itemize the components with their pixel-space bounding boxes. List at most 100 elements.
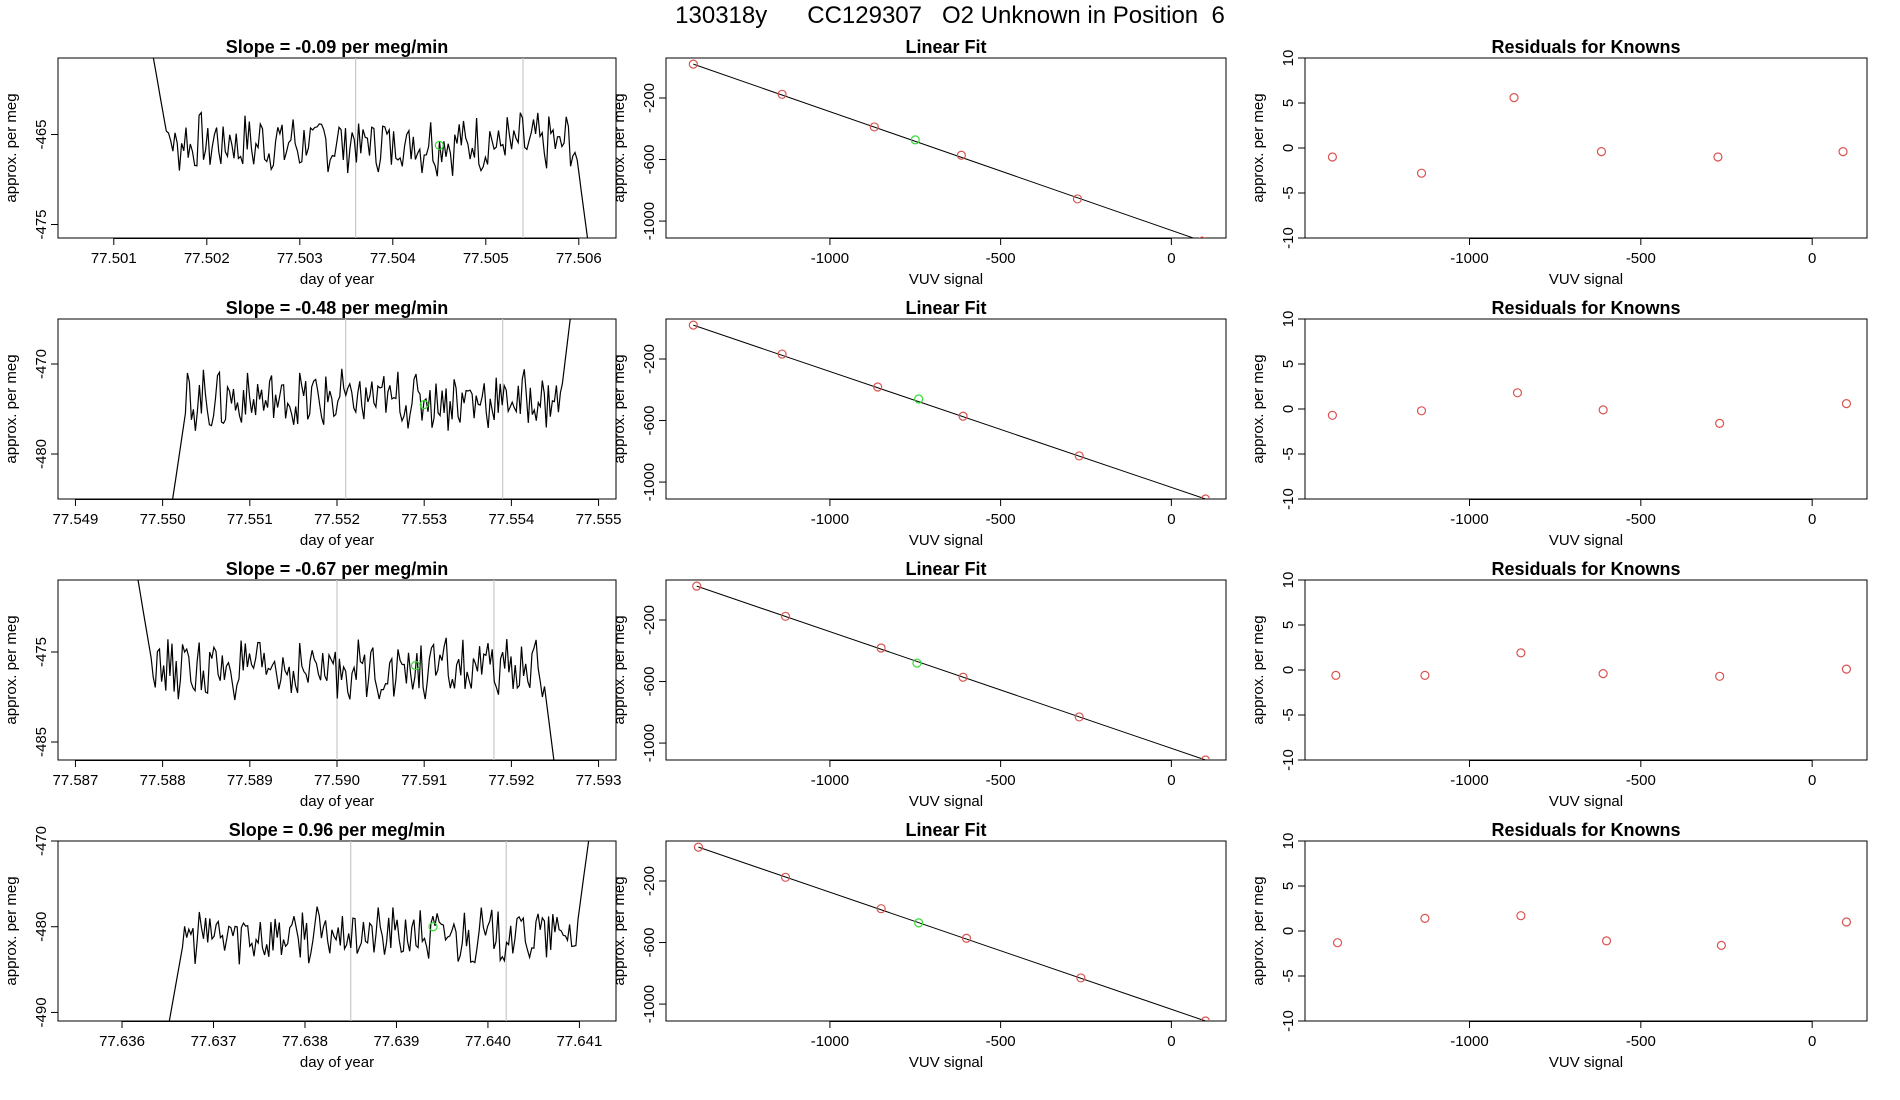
x-tick-label: 0	[1808, 511, 1816, 528]
y-axis-label: approx. per meg	[1250, 615, 1267, 724]
plot-area	[688, 320, 1211, 499]
x-axis-label: day of year	[300, 271, 374, 288]
panel-r2-c3: Residuals for Knowns VUV signal approx. pe…	[1250, 298, 1868, 549]
x-tick-label: -1000	[1450, 1033, 1488, 1050]
known-point	[958, 411, 968, 421]
x-axis-label: VUV signal	[909, 793, 983, 810]
y-tick-label: -1000	[641, 202, 658, 240]
plot-area	[172, 319, 571, 499]
y-tick-label: -5	[1280, 708, 1297, 721]
panel-title: Slope = -0.48 per meg/min	[226, 298, 449, 318]
x-tick-label: 77.638	[282, 1033, 328, 1050]
y-tick-label: -600	[641, 928, 658, 958]
plot-area	[137, 580, 555, 760]
signal-trace	[137, 580, 555, 760]
y-tick-label: -5	[1280, 186, 1297, 199]
known-point	[1198, 236, 1206, 238]
x-tick-label: -500	[986, 772, 1016, 789]
x-axis-label: VUV signal	[1549, 793, 1623, 810]
x-tick-label: 77.554	[488, 511, 534, 528]
residual-point	[1509, 92, 1519, 103]
panel-title: Linear Fit	[905, 559, 986, 579]
known-point	[688, 59, 698, 69]
y-tick-label: -470	[33, 826, 50, 856]
residual-point	[1713, 152, 1723, 162]
panel-title: Residuals for Knowns	[1491, 37, 1680, 57]
y-axis-label: approx. per meg	[3, 615, 20, 724]
residual-point	[1416, 168, 1427, 178]
unknown-marker-point	[419, 399, 429, 410]
x-tick-label: 77.639	[374, 1033, 420, 1050]
y-tick-label: -200	[641, 866, 658, 896]
residual-point	[1420, 913, 1430, 924]
y-axis-label: approx. per meg	[3, 876, 20, 985]
x-tick-label: 77.502	[184, 250, 230, 267]
residual-point	[1715, 418, 1725, 428]
x-tick-label: 77.593	[576, 772, 622, 789]
known-point	[956, 150, 966, 160]
x-tick-label: -500	[986, 250, 1016, 267]
x-tick-label: 77.503	[277, 250, 323, 267]
x-tick-label: 0	[1167, 511, 1175, 528]
y-axis-label: approx. per meg	[1250, 354, 1267, 463]
x-tick-label: 77.590	[314, 772, 360, 789]
y-tick-label: -600	[641, 667, 658, 697]
y-tick-label: -10	[1280, 488, 1297, 510]
x-tick-label: 77.636	[99, 1033, 145, 1050]
x-axis-label: day of year	[300, 532, 374, 549]
panel-title: Linear Fit	[905, 37, 986, 57]
y-tick-label: -485	[33, 727, 50, 757]
y-tick-label: 0	[1280, 666, 1297, 674]
y-tick-label: -1000	[641, 724, 658, 762]
unknown-marker-point	[434, 140, 444, 150]
residual-point	[1715, 671, 1725, 681]
x-tick-label: 77.549	[52, 511, 98, 528]
y-tick-label: -200	[641, 83, 658, 113]
x-tick-label: 0	[1808, 1033, 1816, 1050]
plot-area	[1332, 911, 1852, 951]
known-point	[693, 842, 704, 852]
x-tick-label: -500	[1626, 1033, 1656, 1050]
residual-point	[1327, 152, 1338, 162]
signal-trace	[172, 319, 571, 499]
panel-r4-c1: Slope = 0.96 per meg/min day of year appro…	[3, 820, 617, 1071]
known-point	[1200, 755, 1211, 760]
known-point	[777, 89, 787, 99]
x-tick-label: -500	[986, 1033, 1016, 1050]
plot-frame	[665, 57, 1227, 239]
x-tick-label: 77.504	[370, 250, 416, 267]
residual-point	[1420, 670, 1430, 681]
residual-point	[1516, 911, 1526, 921]
y-tick-label: -1000	[641, 463, 658, 501]
unknown-marker-point	[410, 660, 421, 671]
plot-frame	[1304, 57, 1868, 239]
x-tick-label: 77.551	[227, 511, 273, 528]
unknown-point	[914, 394, 924, 404]
y-tick-label: -200	[641, 344, 658, 374]
y-tick-label: 0	[1280, 927, 1297, 935]
known-point	[873, 382, 883, 392]
panel-r3-c3: Residuals for Knowns VUV signal approx. pe…	[1250, 559, 1868, 810]
y-tick-label: -10	[1280, 227, 1297, 249]
residual-point	[1598, 668, 1608, 679]
x-tick-label: 0	[1808, 250, 1816, 267]
fit-line	[693, 63, 1195, 238]
y-tick-label: -10	[1280, 749, 1297, 771]
y-tick-label: -600	[641, 406, 658, 436]
residual-point	[1838, 147, 1848, 157]
x-tick-label: -500	[986, 511, 1016, 528]
x-axis-label: VUV signal	[1549, 532, 1623, 549]
plot-frame	[57, 57, 617, 239]
y-tick-label: 5	[1280, 621, 1297, 629]
panel-r1-c3: Residuals for Knowns VUV signal approx. pe…	[1250, 37, 1868, 288]
x-tick-label: -500	[1626, 250, 1656, 267]
x-tick-label: 77.591	[401, 772, 447, 789]
plot-area	[1327, 92, 1848, 178]
known-point	[876, 643, 886, 653]
panel-r4-c3: Residuals for Knowns VUV signal approx. pe…	[1250, 820, 1868, 1071]
x-tick-label: 77.506	[556, 250, 602, 267]
panel-r1-c1: Slope = -0.09 per meg/min day of year appr…	[3, 37, 617, 288]
y-axis-label: approx. per meg	[611, 615, 628, 724]
panel-title: Slope = 0.96 per meg/min	[229, 820, 446, 840]
